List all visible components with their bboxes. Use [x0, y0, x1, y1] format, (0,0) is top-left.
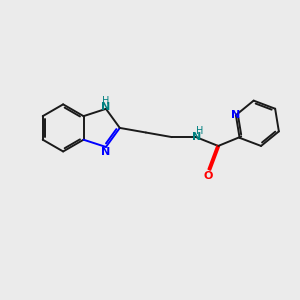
Text: H: H	[196, 126, 204, 136]
Text: O: O	[203, 171, 213, 181]
Text: N: N	[231, 110, 241, 120]
Text: N: N	[101, 147, 111, 157]
Text: N: N	[191, 132, 201, 142]
Text: H: H	[102, 96, 110, 106]
Text: N: N	[101, 101, 111, 112]
